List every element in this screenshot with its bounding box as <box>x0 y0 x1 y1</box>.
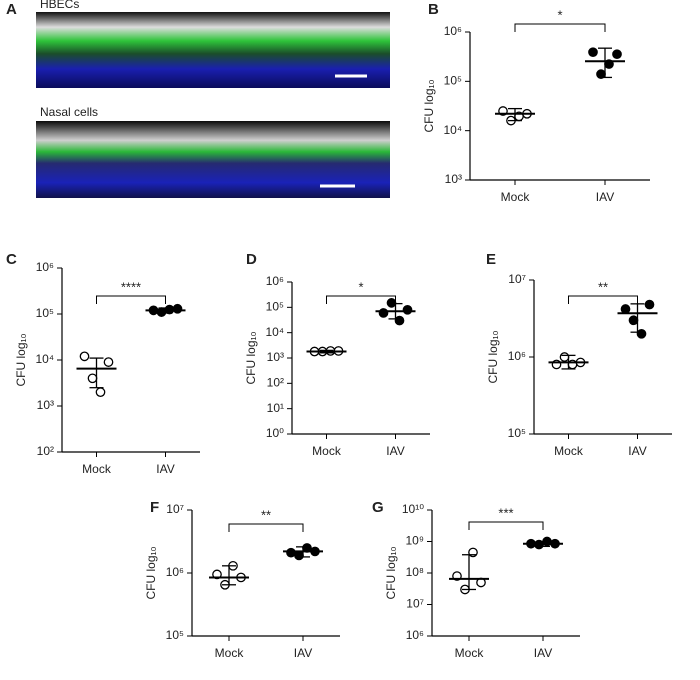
y-tick-label: 10⁴ <box>35 352 54 366</box>
data-point <box>103 357 114 367</box>
data-point <box>95 387 106 398</box>
y-tick-label: 10² <box>267 376 284 390</box>
y-axis-label: CFU log₁₀ <box>422 79 436 132</box>
significance: ** <box>598 279 608 294</box>
x-tick-label: Mock <box>455 646 485 660</box>
data-point <box>286 547 296 558</box>
y-tick-label: 10² <box>37 444 54 458</box>
y-tick-label: 10³ <box>37 398 54 412</box>
x-tick-label: IAV <box>386 444 404 458</box>
data-point <box>620 304 631 314</box>
significance-bracket <box>96 295 166 304</box>
x-tick-label: IAV <box>294 646 312 660</box>
x-tick-label: IAV <box>628 444 646 458</box>
significance: * <box>358 279 363 294</box>
data-point <box>79 351 90 362</box>
data-point <box>636 328 647 339</box>
y-tick-label: 10⁷ <box>406 597 424 611</box>
significance: * <box>557 7 562 22</box>
y-tick-label: 10⁶ <box>444 24 462 38</box>
significance-bracket <box>514 23 606 32</box>
x-tick-label: Mock <box>82 462 112 476</box>
y-tick-label: 10⁴ <box>265 325 284 339</box>
x-tick-label: IAV <box>596 190 614 204</box>
y-tick-label: 10⁶ <box>36 260 54 274</box>
panel-label: D <box>246 251 257 268</box>
y-tick-label: 10⁵ <box>36 306 54 320</box>
x-tick-label: IAV <box>156 462 174 476</box>
x-tick-label: Mock <box>501 190 531 204</box>
data-point <box>394 315 405 326</box>
data-point <box>87 373 98 384</box>
y-tick-label: 10⁶ <box>406 628 424 642</box>
y-tick-label: 10⁰ <box>266 426 284 440</box>
y-axis-label: CFU log₁₀ <box>384 546 398 599</box>
y-tick-label: 10⁶ <box>508 349 526 363</box>
data-point <box>378 308 389 318</box>
y-tick-label: 10⁶ <box>266 274 284 288</box>
x-tick-label: Mock <box>215 646 245 660</box>
data-point <box>628 315 639 326</box>
data-point <box>172 303 183 314</box>
y-tick-label: 10⁷ <box>508 272 526 286</box>
significance: *** <box>498 505 513 520</box>
data-point <box>156 307 167 317</box>
data-point <box>588 47 598 58</box>
panel-label: A <box>6 1 17 18</box>
x-tick-label: Mock <box>312 444 342 458</box>
panel-label: E <box>486 251 496 268</box>
panel-label: C <box>6 251 17 268</box>
significance-bracket <box>468 521 544 530</box>
x-tick-label: Mock <box>554 444 584 458</box>
data-point <box>644 299 655 310</box>
y-tick-label: 10⁵ <box>166 628 184 642</box>
y-axis-label: CFU log₁₀ <box>144 546 158 599</box>
y-tick-label: 10⁹ <box>406 534 425 548</box>
y-axis-label: CFU log₁₀ <box>244 331 258 384</box>
y-tick-label: 10¹⁰ <box>402 502 424 516</box>
image-label: HBECs <box>40 0 79 11</box>
y-tick-label: 10³ <box>445 172 462 186</box>
y-tick-label: 10⁵ <box>266 300 284 314</box>
micrograph <box>36 12 390 88</box>
x-tick-label: IAV <box>534 646 552 660</box>
y-tick-label: 10⁴ <box>443 123 462 137</box>
y-axis-label: CFU log₁₀ <box>486 330 500 383</box>
panel-label: G <box>372 499 384 516</box>
data-point <box>559 352 570 362</box>
data-point <box>402 304 413 315</box>
panel-label: B <box>428 1 439 18</box>
significance-bracket <box>228 523 304 532</box>
significance-bracket <box>568 295 638 304</box>
y-tick-label: 10⁵ <box>444 74 462 88</box>
y-tick-label: 10⁶ <box>166 565 184 579</box>
y-tick-label: 10⁷ <box>166 502 184 516</box>
y-tick-label: 10⁵ <box>508 426 526 440</box>
significance-bracket <box>326 295 396 304</box>
y-axis-label: CFU log₁₀ <box>14 333 28 386</box>
data-point <box>294 550 304 561</box>
data-point <box>612 49 622 60</box>
significance: ** <box>261 507 271 522</box>
data-point <box>386 298 397 308</box>
y-tick-label: 10¹ <box>267 401 284 415</box>
y-tick-label: 10⁸ <box>406 565 424 579</box>
panel-label: F <box>150 499 159 516</box>
image-label: Nasal cells <box>40 105 98 119</box>
y-tick-label: 10³ <box>267 350 284 364</box>
significance: **** <box>121 279 141 294</box>
